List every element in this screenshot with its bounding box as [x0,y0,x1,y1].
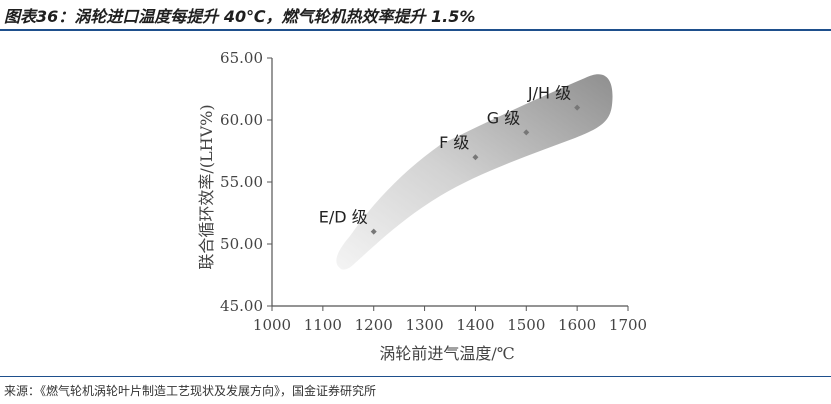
x-tick-label: 1500 [507,316,545,334]
x-tick-label: 1400 [456,316,494,334]
data-point-label: G 级 [487,108,521,127]
data-point-label: E/D 级 [319,208,368,227]
data-point-label: J/H 级 [527,84,571,103]
efficiency-band [336,74,613,270]
source-note: 来源：《燃气轮机涡轮叶片制造工艺现状及发展方向》，国金证券研究所 [4,384,377,398]
x-tick-label: 1200 [355,316,393,334]
y-tick-label: 60.00 [220,111,263,129]
y-axis-label: 联合循环效率/(LHV%) [197,104,216,269]
scatter-chart: 1000 1100 1200 1300 1400 1500 1600 1700 45.00 50.… [197,49,647,363]
x-tick-label: 1000 [253,316,291,334]
x-tick-label: 1600 [558,316,596,334]
x-axis-label: 涡轮前进气温度/℃ [379,344,514,363]
data-point-marker [472,154,479,161]
data-point-marker [523,129,530,136]
figure-title: 图表36：涡轮进口温度每提升 40℃，燃气轮机热效率提升 1.5% [4,7,476,26]
y-tick-label: 65.00 [220,49,263,67]
x-tick-label: 1700 [609,316,647,334]
data-point-marker [370,228,377,235]
data-point-label: F 级 [439,133,469,152]
y-tick-label: 55.00 [220,173,263,191]
y-tick-label: 50.00 [220,235,263,253]
title-divider [0,29,831,31]
x-tick-label: 1100 [304,316,342,334]
y-tick-label: 45.00 [220,297,263,315]
data-point-marker [574,104,581,111]
x-tick-label: 1300 [405,316,443,334]
footer-divider [0,376,831,377]
